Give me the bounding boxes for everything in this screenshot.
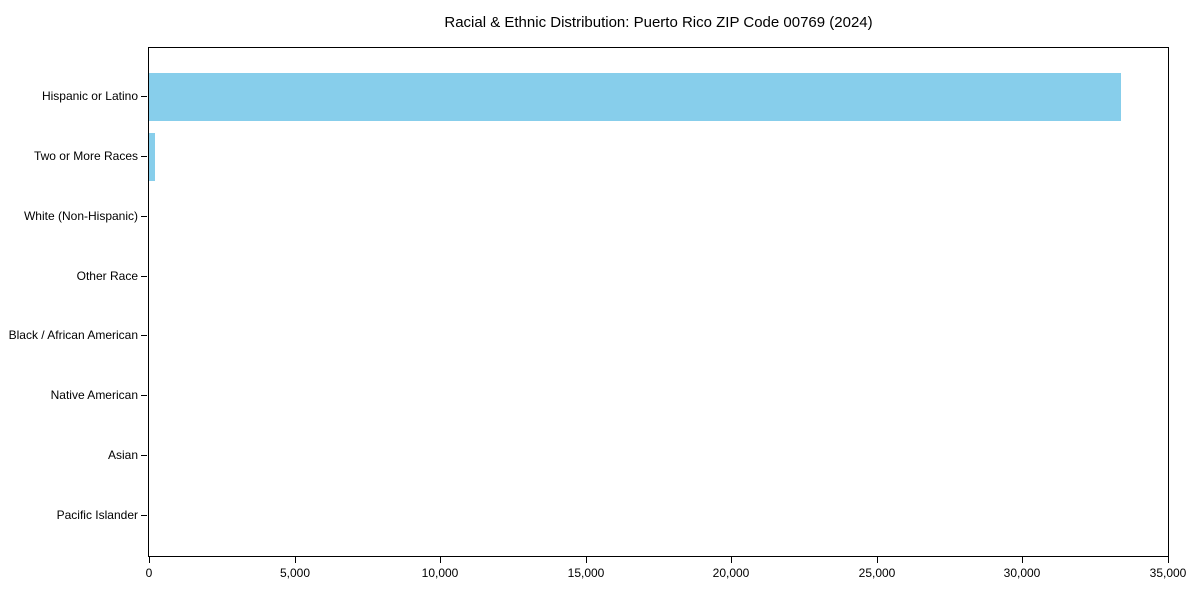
x-tick-label: 35,000 [1149, 566, 1187, 580]
bar-two-or-more-races [149, 132, 155, 181]
y-tick-label: Other Race [76, 268, 138, 283]
y-tick-label: Asian [107, 448, 138, 463]
plot-area [148, 47, 1169, 557]
chart-title: Racial & Ethnic Distribution: Puerto Ric… [444, 14, 873, 31]
y-tick-mark [141, 96, 147, 97]
y-tick-mark [141, 335, 147, 337]
y-tick-label: Black / African American [8, 328, 138, 343]
x-tick-label: 10,000 [421, 566, 459, 580]
y-tick-label: Two or More Races [33, 148, 138, 163]
y-tick-mark [141, 515, 147, 516]
x-tick-mark [1168, 557, 1169, 563]
x-tick-label: 20,000 [712, 566, 750, 580]
y-tick-mark [141, 215, 147, 217]
y-tick-label: Native American [50, 388, 138, 403]
x-tick-mark [149, 557, 150, 563]
x-tick-mark [586, 557, 587, 563]
x-tick-label: 15,000 [567, 566, 605, 580]
y-tick-label: Pacific Islander [56, 508, 138, 522]
x-tick-label: 0 [145, 566, 153, 580]
y-tick-mark [141, 275, 147, 277]
y-tick-mark [141, 155, 147, 157]
x-tick-mark [295, 557, 296, 563]
y-tick-mark [141, 395, 147, 397]
x-tick-label: 5,000 [279, 566, 311, 580]
y-tick-mark [141, 455, 147, 457]
x-tick-label: 30,000 [1003, 566, 1041, 580]
x-tick-label: 25,000 [858, 566, 896, 580]
y-tick-label: White (Non-Hispanic) [23, 208, 138, 223]
x-tick-mark [731, 557, 732, 563]
x-tick-mark [1022, 557, 1023, 563]
x-tick-mark [440, 557, 441, 563]
y-tick-label: Hispanic or Latino [41, 89, 138, 103]
bar-hispanic-or-latino [149, 73, 1121, 121]
x-tick-mark [877, 557, 878, 563]
